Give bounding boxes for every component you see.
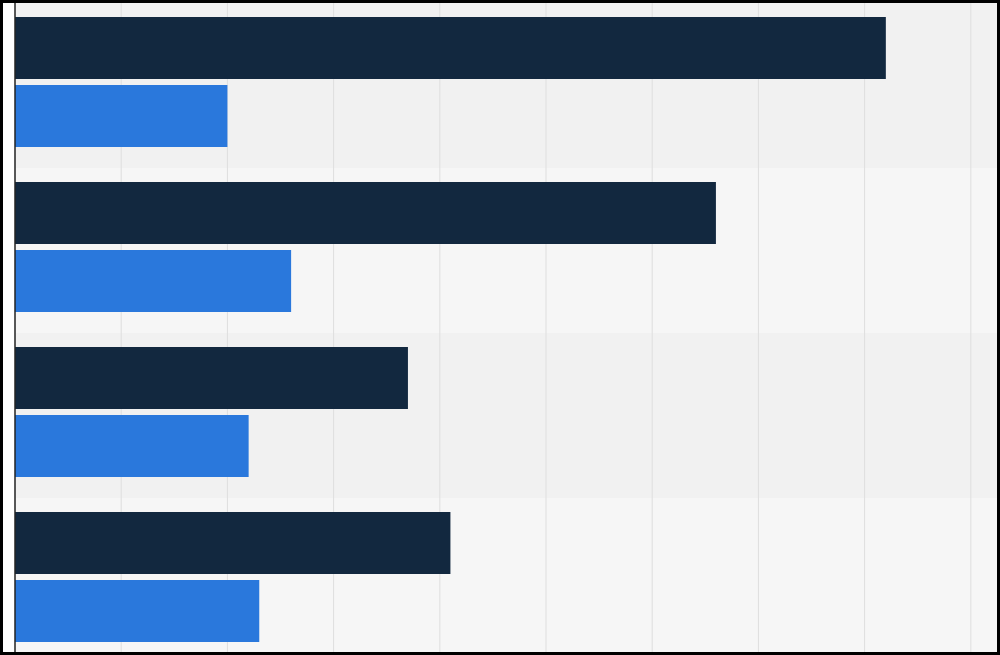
bar-series-2	[15, 250, 292, 312]
bar-series-1	[15, 512, 451, 574]
bar-series-1	[15, 17, 886, 79]
bar-series-2	[15, 415, 249, 477]
bar-chart	[14, 3, 997, 652]
bar-series-1	[15, 182, 716, 244]
bar-series-2	[15, 85, 228, 147]
bar-series-1	[15, 347, 408, 409]
bars	[15, 17, 886, 642]
bar-series-2	[15, 580, 260, 642]
